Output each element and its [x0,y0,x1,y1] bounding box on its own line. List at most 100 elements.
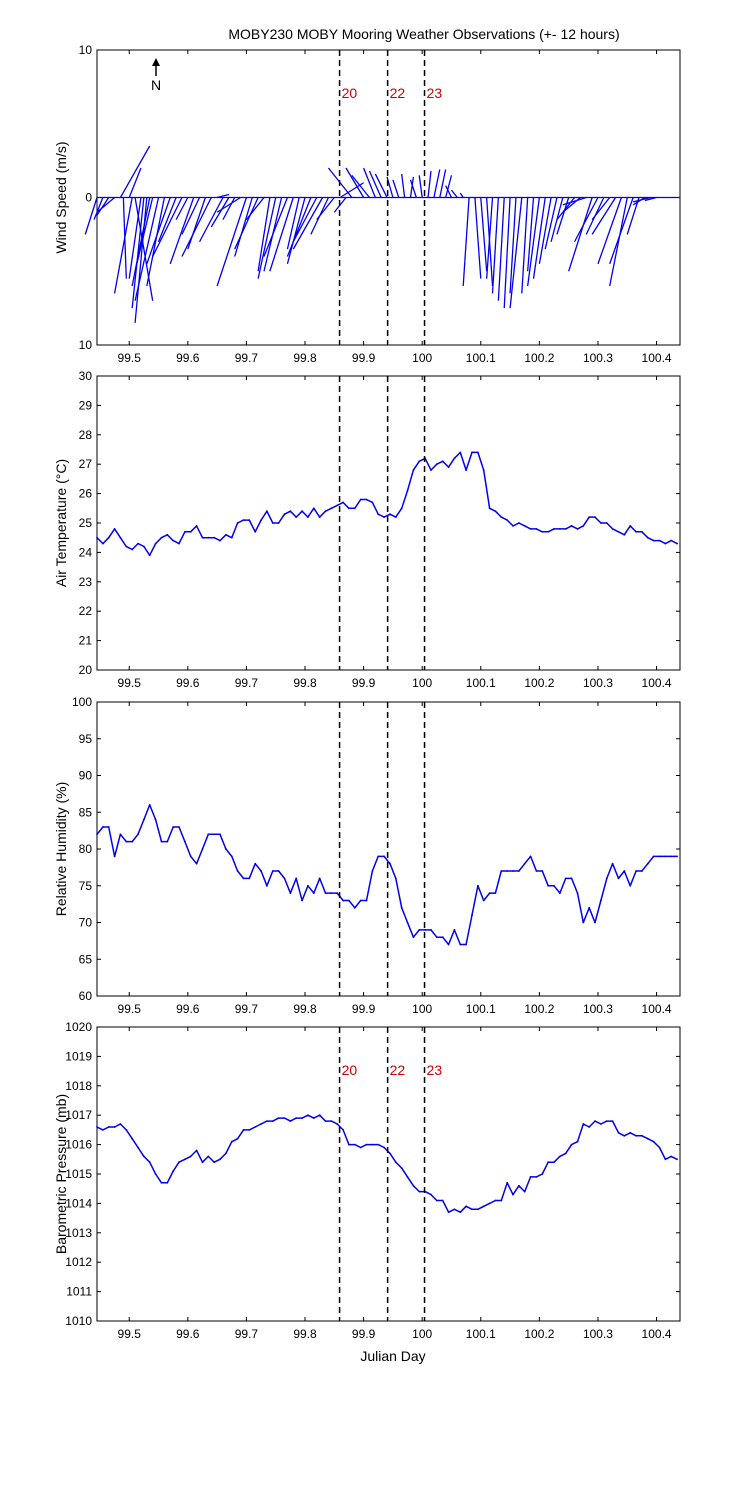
data-point [137,833,139,836]
data-point [160,1181,163,1184]
data-point [189,530,192,533]
data-point [225,533,227,536]
data-point [125,545,128,548]
data-point [494,1199,497,1202]
data-point [465,1205,467,1208]
data-point [107,826,110,828]
data-point [353,1143,356,1146]
data-point [207,1155,210,1158]
data-point [377,513,380,516]
wind-vector [157,197,177,242]
data-point [430,469,432,471]
data-point [518,870,520,872]
data-point [547,530,550,533]
data-point [512,1193,514,1196]
data-point [283,513,286,516]
data-point [301,510,303,513]
data-point [184,530,186,533]
data-point [172,1170,175,1172]
data-point [113,1126,116,1128]
data-point [148,1161,151,1164]
data-point [359,498,362,501]
data-point [535,528,538,530]
event-label: 20 [342,85,358,101]
data-point [383,855,385,858]
wind-vector [128,167,142,198]
data-point [605,877,608,880]
data-point [576,528,579,530]
data-point [348,899,350,902]
data-point [400,1167,403,1169]
data-point [605,1120,608,1122]
data-point [207,536,210,539]
data-point [494,510,497,513]
data-point [178,542,180,545]
north-arrow-icon: N [151,58,161,93]
y-tick-label: 1014 [65,1196,92,1210]
wind-vector [257,197,271,272]
wind-vector [485,197,494,279]
wind-vector [521,197,529,294]
data-point [260,870,262,872]
data-point [236,522,239,524]
data-point [266,884,268,887]
data-point [559,1155,561,1158]
wind-vector [187,197,207,250]
y-tick-label: 95 [79,732,93,746]
data-point [119,833,122,836]
data-point [312,892,315,894]
y-tick-label: 1019 [65,1049,92,1063]
y-tick-label: 1017 [65,1108,92,1122]
y-tick-label: 26 [79,487,93,501]
data-point [307,884,309,887]
data-point [582,1123,585,1125]
data-point [283,1117,286,1119]
wind-vector [351,174,370,198]
data-point [119,536,122,539]
data-point [570,525,573,527]
data-point [670,539,673,542]
data-point [242,877,245,880]
data-point [248,1129,251,1131]
x-tick-label: 100.4 [642,1002,672,1016]
data-point [412,1184,415,1187]
x-tick-label: 99.6 [176,676,200,690]
data-point [213,1161,216,1164]
event-label: 20 [342,1062,358,1078]
data-point [435,936,438,939]
event-label: 23 [427,85,443,101]
data-point [529,855,532,858]
data-point [336,504,339,507]
data-point [652,539,655,542]
data-point [406,1176,409,1178]
data-point [559,892,561,894]
data-point [523,862,526,865]
data-point [230,1140,233,1143]
data-point [201,1161,204,1164]
data-point [646,862,649,865]
data-point [564,528,567,530]
data-point [635,870,637,872]
data-point [553,528,555,530]
wind-vector [234,197,253,257]
data-point [324,1120,327,1122]
data-point [600,899,602,902]
data-point [137,1146,139,1149]
data-point [148,804,151,806]
x-tick-label: 100 [412,351,432,365]
y-tick-label: 65 [79,952,93,966]
data-point [535,870,538,872]
y-axis-label: Wind Speed (m/s) [53,141,69,253]
y-tick-label: 1016 [65,1138,92,1152]
data-point [195,1149,198,1152]
data-point [342,899,344,902]
data-point [629,525,632,527]
wind-vector [444,175,453,198]
data-point [353,906,356,909]
wind-vector [181,197,212,257]
wind-vector [269,197,294,272]
data-point [178,1161,180,1164]
wind-vector [234,197,259,250]
y-tick-label: 20 [79,663,93,677]
